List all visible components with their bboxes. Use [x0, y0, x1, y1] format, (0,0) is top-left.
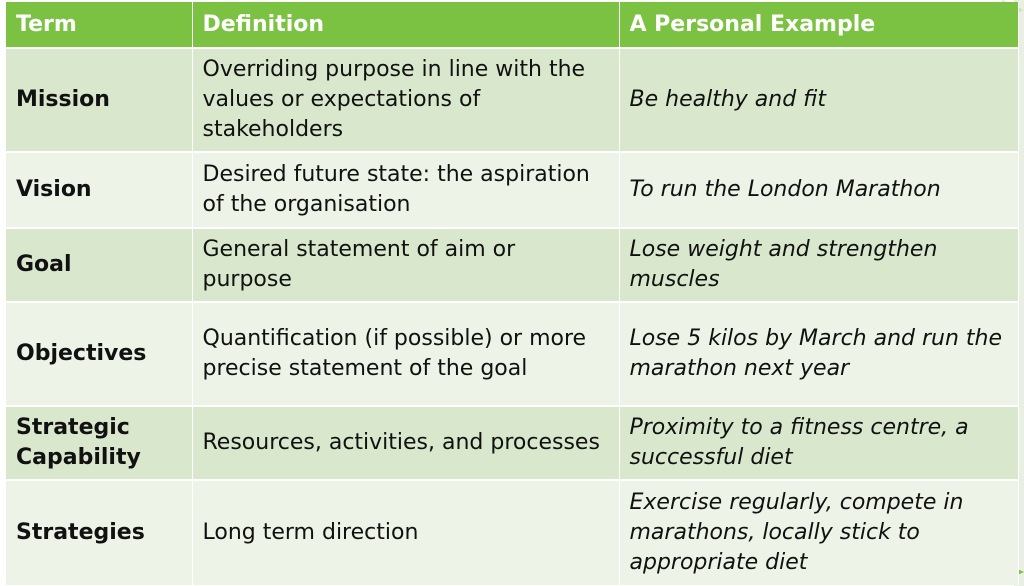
definition-cell: Desired future state: the aspiration of …: [192, 151, 620, 228]
header-definition: Definition: [192, 2, 620, 48]
table-header: Term Definition A Personal Example: [6, 2, 1019, 48]
term-cell: Vision: [6, 151, 193, 228]
definition-cell: Resources, activities, and processes: [192, 405, 620, 480]
example-cell: Proximity to a fitness centre, a success…: [619, 405, 1019, 480]
header-row: Term Definition A Personal Example: [6, 2, 1019, 48]
example-cell: Be healthy and fit: [619, 47, 1019, 152]
term-cell: Objectives: [6, 301, 193, 406]
example-cell: Lose 5 kilos by March and run the marath…: [619, 301, 1019, 406]
header-term: Term: [6, 2, 193, 48]
example-cell: To run the London Marathon: [619, 151, 1019, 228]
slide-edge-strip: [1014, 0, 1024, 586]
table-row: Objectives Quantification (if possible) …: [6, 301, 1019, 406]
example-cell: Lose weight and strengthen muscles: [619, 227, 1019, 302]
term-cell: Mission: [6, 47, 193, 152]
table-row: Strategies Long term direction Exercise …: [6, 479, 1019, 585]
table-row: Goal General statement of aim or purpose…: [6, 227, 1019, 302]
table-row: Strategic Capability Resources, activiti…: [6, 405, 1019, 480]
term-cell: Strategies: [6, 479, 193, 585]
term-cell: Goal: [6, 227, 193, 302]
example-cell: Exercise regularly, compete in marathons…: [619, 479, 1019, 585]
definition-cell: Quantification (if possible) or more pre…: [192, 301, 620, 406]
table-body: Mission Overriding purpose in line with …: [6, 47, 1019, 585]
terms-table: Term Definition A Personal Example Missi…: [6, 2, 1019, 585]
table-row: Vision Desired future state: the aspirat…: [6, 151, 1019, 228]
header-example: A Personal Example: [619, 2, 1019, 48]
definition-cell: Overriding purpose in line with the valu…: [192, 47, 620, 152]
term-cell: Strategic Capability: [6, 405, 193, 480]
definition-cell: General statement of aim or purpose: [192, 227, 620, 302]
definition-cell: Long term direction: [192, 479, 620, 585]
table-row: Mission Overriding purpose in line with …: [6, 47, 1019, 152]
